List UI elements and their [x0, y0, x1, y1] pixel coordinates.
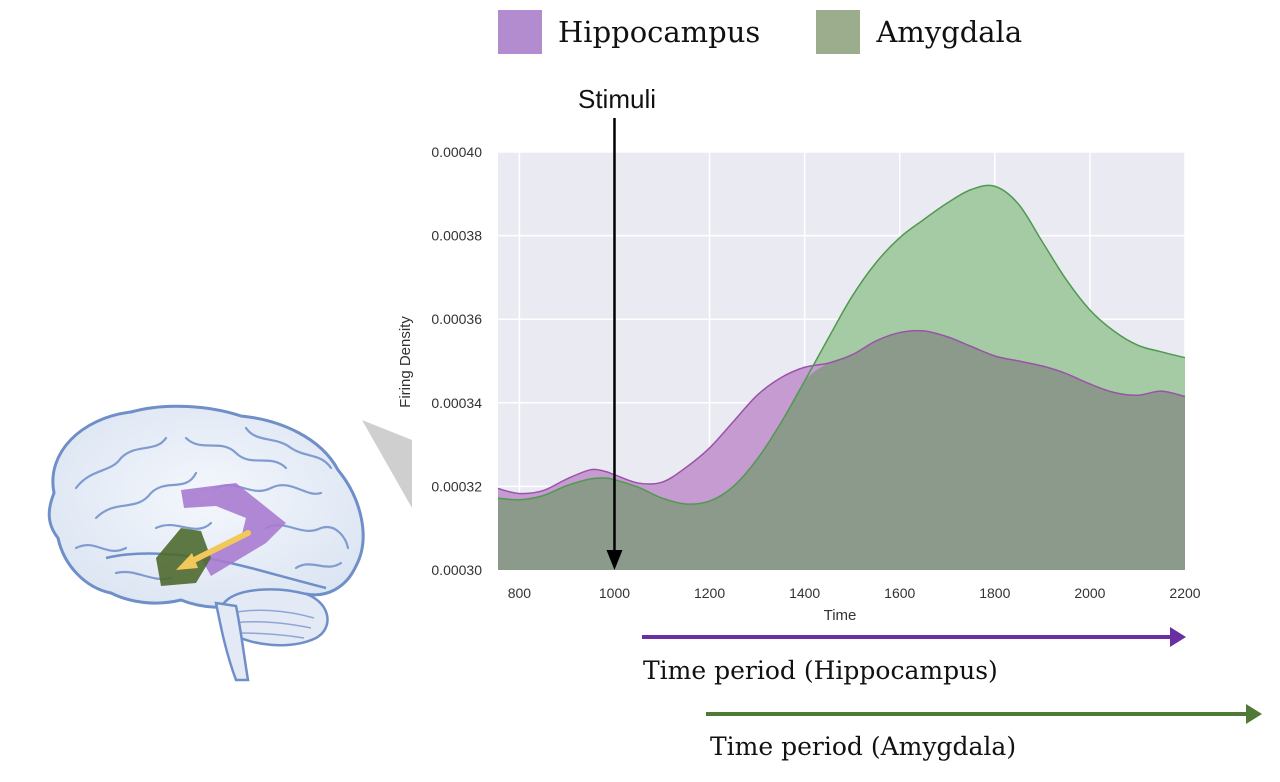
x-tick-label-6: 2000	[1074, 585, 1105, 601]
series-areas	[497, 184, 1186, 570]
x-tick-label-2: 1200	[694, 585, 725, 601]
legend-swatch-hippocampus	[498, 10, 542, 54]
y-tick-label-2: 0.00034	[431, 395, 482, 411]
brain-amygdala-region	[156, 528, 211, 586]
x-tick-label-5: 1800	[979, 585, 1010, 601]
y-tick-label-3: 0.00036	[431, 311, 482, 327]
brain-stem	[214, 601, 250, 682]
line-amygdala	[497, 184, 1186, 505]
legend-item-amygdala: Amygdala	[816, 10, 1022, 54]
hippocampus-period-arrow	[642, 627, 1186, 647]
legend: Hippocampus Amygdala	[498, 10, 1078, 54]
legend-swatch-amygdala	[816, 10, 861, 54]
area-overlap	[498, 330, 1185, 570]
y-tick-label-0: 0.00030	[431, 562, 482, 578]
zoom-wedge	[362, 420, 412, 508]
brain-hippocampus-region	[181, 483, 286, 576]
x-tick-label-4: 1600	[884, 585, 915, 601]
y-tick-labels: 0.00030 0.00032 0.00034 0.00036 0.00038 0.000…	[431, 144, 482, 578]
y-axis-label: Firing Density	[397, 316, 414, 408]
brain-connection-arrow	[176, 530, 251, 570]
x-tick-labels: 800 1000 1200 1400 1600 1800 2000 2200	[508, 585, 1201, 601]
legend-item-hippocampus: Hippocampus	[498, 10, 760, 54]
stimuli-arrow	[606, 118, 623, 570]
brain-illustration	[47, 404, 365, 682]
stimuli-label: Stimuli	[578, 84, 656, 114]
amygdala-period-arrow	[706, 704, 1262, 724]
x-tick-label-0: 800	[508, 585, 532, 601]
legend-label-amygdala: Amygdala	[876, 15, 1023, 49]
brain-cerebrum	[47, 404, 365, 609]
stimuli-arrow-head	[606, 550, 623, 570]
x-tick-label-1: 1000	[599, 585, 630, 601]
x-axis-label: Time	[824, 607, 857, 624]
x-tick-label-7: 2200	[1169, 585, 1200, 601]
y-tick-label-5: 0.00040	[431, 144, 482, 160]
y-tick-label-1: 0.00032	[431, 478, 482, 494]
y-tick-label-4: 0.00038	[431, 228, 482, 244]
line-hippocampus	[497, 329, 1186, 495]
hippocampus-period-label: Time period (Hippocampus)	[643, 656, 998, 685]
x-tick-label-3: 1400	[789, 585, 820, 601]
legend-label-hippocampus: Hippocampus	[558, 15, 761, 49]
amygdala-period-label: Time period (Amygdala)	[710, 732, 1017, 761]
